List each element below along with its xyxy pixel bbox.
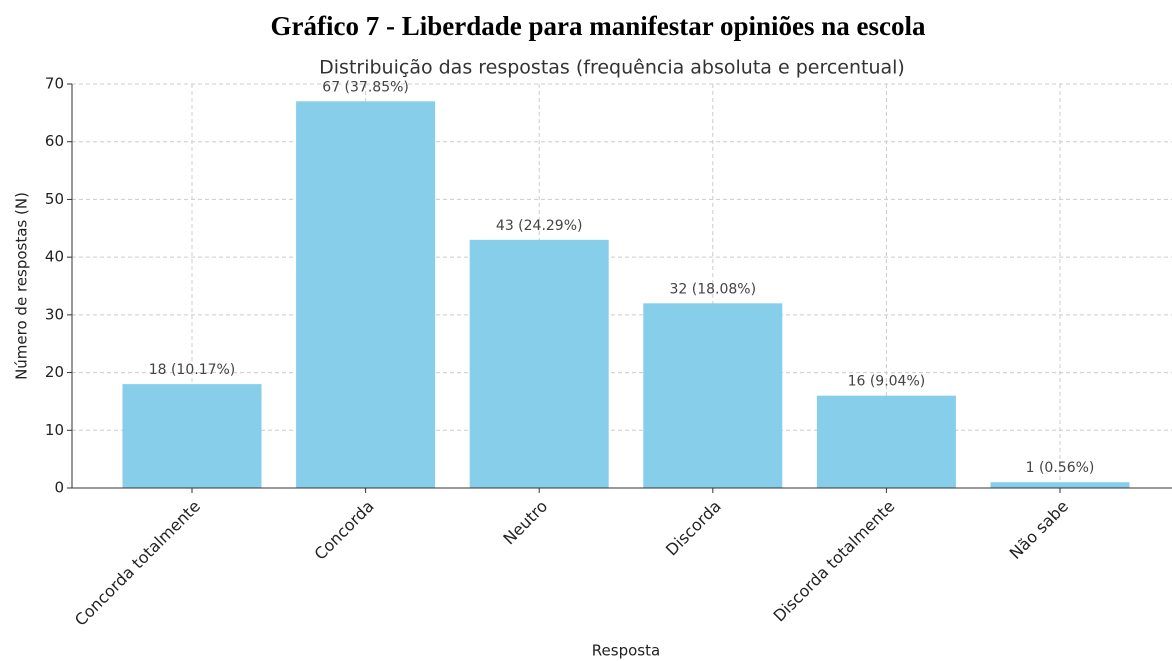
- bar: [990, 482, 1130, 488]
- x-tick-label: Não sabe: [1006, 497, 1072, 563]
- bar: [296, 101, 436, 489]
- value-label: 1 (0.56%): [1026, 460, 1095, 476]
- value-label: 16 (9.04%): [848, 374, 926, 390]
- x-tick-label: Discorda: [662, 497, 725, 560]
- y-tick-label: 10: [45, 421, 64, 439]
- y-tick-label: 70: [45, 75, 64, 93]
- y-axis-label: Número de respostas (N): [13, 192, 31, 380]
- y-tick-label: 50: [45, 190, 64, 208]
- bar: [816, 395, 956, 488]
- x-tick-label: Concorda: [310, 497, 377, 564]
- x-tick-label: Neutro: [499, 497, 551, 549]
- value-label: 43 (24.29%): [496, 218, 583, 234]
- y-tick-label: 20: [45, 363, 64, 381]
- chart-subtitle: Distribuição das respostas (frequência a…: [319, 57, 905, 79]
- y-tick-label: 60: [45, 132, 64, 150]
- x-axis-label: Resposta: [592, 642, 660, 660]
- x-tick-label: Concorda totalmente: [71, 497, 204, 630]
- x-tick-label: Discorda totalmente: [769, 497, 898, 626]
- y-tick-label: 30: [45, 305, 64, 323]
- bar: [469, 239, 609, 488]
- value-label: 67 (37.85%): [322, 79, 409, 95]
- chart-title: Gráfico 7 - Liberdade para manifestar op…: [271, 11, 926, 41]
- value-label: 32 (18.08%): [670, 281, 757, 297]
- bar: [122, 384, 262, 488]
- y-tick-label: 0: [54, 479, 64, 497]
- bar: [643, 303, 783, 488]
- y-tick-label: 40: [45, 248, 64, 266]
- value-label: 18 (10.17%): [149, 362, 236, 378]
